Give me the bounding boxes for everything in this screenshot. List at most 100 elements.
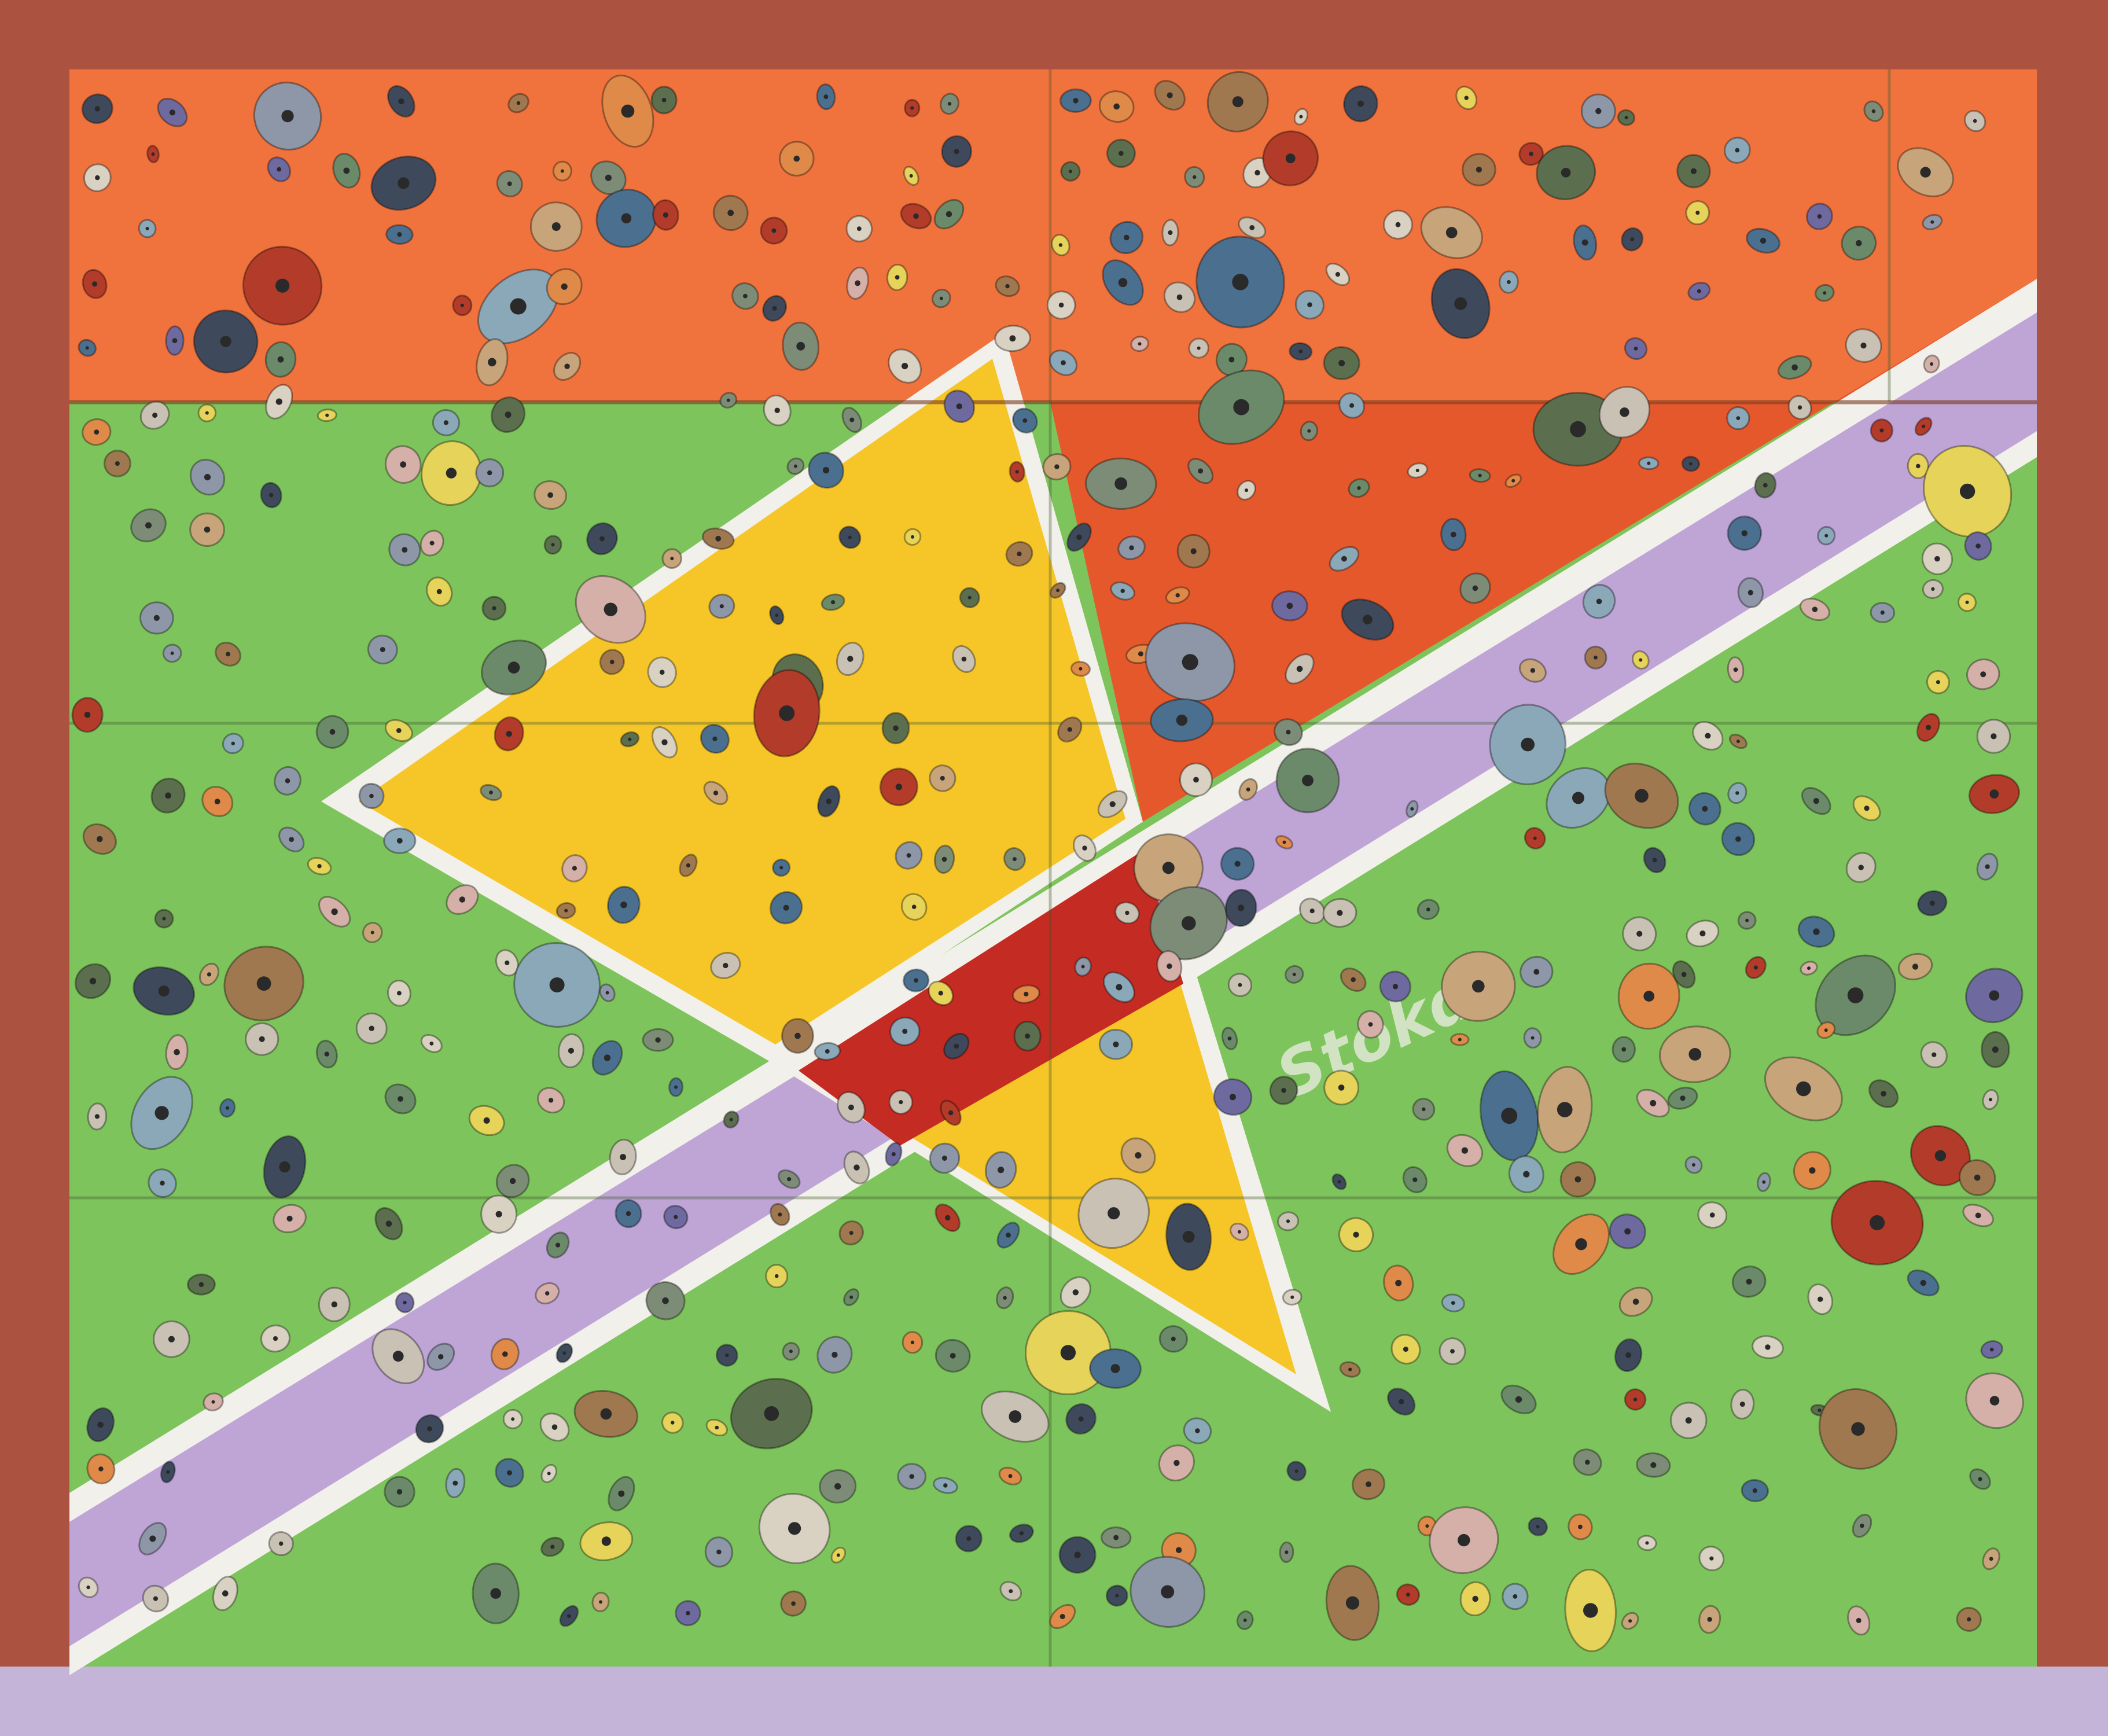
hold-bolt — [507, 1470, 512, 1476]
hold-bolt — [547, 492, 553, 498]
hold-bolt — [1195, 1428, 1200, 1433]
hold-bolt — [160, 1180, 165, 1186]
hold-bolt — [1561, 168, 1571, 178]
hold-bolt — [1078, 1416, 1084, 1422]
hold-bolt — [1536, 1525, 1540, 1529]
hold-bolt — [938, 991, 943, 996]
hold-bolt — [380, 647, 385, 652]
hold-bolt — [849, 1231, 853, 1235]
hold-bolt — [834, 1483, 841, 1490]
hold-bolt — [1464, 95, 1469, 100]
hold-bolt — [279, 1161, 290, 1173]
hold-bolt — [98, 1466, 104, 1472]
hold-bolt — [1978, 1477, 1982, 1481]
hold-bolt — [1296, 665, 1303, 672]
hold-bolt — [1860, 1524, 1864, 1528]
hold-bolt — [1575, 1238, 1587, 1250]
hold-bolt — [793, 464, 797, 468]
hold-bolt — [370, 930, 374, 935]
hold-bolt — [1167, 92, 1173, 98]
hold-bolt — [1234, 860, 1241, 867]
hold-bolt — [628, 737, 632, 741]
hold-bolt — [671, 1421, 675, 1425]
hold-bolt — [655, 1037, 661, 1043]
hold-bolt — [1695, 211, 1700, 215]
hold-bolt — [1650, 1462, 1657, 1468]
hold-bolt — [1881, 1091, 1887, 1097]
hold-bolt — [324, 1051, 329, 1057]
hold-bolt — [1620, 407, 1629, 417]
hold-bolt — [779, 866, 783, 870]
hold-bolt — [1349, 403, 1355, 408]
hold-bolt — [1824, 534, 1829, 538]
hold-bolt — [1113, 1535, 1119, 1540]
hold-bolt — [115, 461, 120, 466]
hold-bolt — [94, 106, 100, 112]
hold-bolt — [1688, 462, 1693, 466]
hold-bolt — [1931, 587, 1935, 591]
hold-bolt — [1583, 1603, 1598, 1618]
hold-bolt — [836, 1553, 840, 1557]
hold-bolt — [719, 604, 724, 609]
hold-bolt — [1636, 930, 1643, 937]
hold-bolt — [207, 972, 212, 977]
hold-bolt — [1281, 1088, 1286, 1093]
hold-bolt — [659, 670, 665, 675]
hold-bolt — [1507, 280, 1511, 284]
hold-bolt — [1812, 606, 1818, 612]
hold-bolt — [848, 535, 852, 539]
hold-bolt — [1691, 1163, 1695, 1167]
hold-bolt — [1076, 534, 1082, 540]
hold-bolt — [562, 1351, 566, 1355]
hold-bolt — [1193, 175, 1197, 179]
hold-bolt — [398, 98, 404, 105]
hold-bolt — [1238, 983, 1242, 987]
hold-bolt — [1012, 857, 1017, 862]
hold-bolt — [1124, 234, 1130, 241]
hold-bolt — [1643, 991, 1655, 1002]
hold-bolt — [1860, 343, 1867, 349]
hold-bolt — [1633, 1397, 1638, 1402]
hold-bolt — [1458, 1038, 1462, 1042]
hold-bolt — [1936, 680, 1940, 685]
hold-bolt — [1594, 655, 1598, 660]
hold-bolt — [1533, 969, 1540, 975]
hold-bolt — [555, 1242, 561, 1248]
hold-bolt — [1008, 1474, 1013, 1478]
hold-bolt — [1060, 1345, 1076, 1360]
hold-bolt — [1190, 548, 1197, 554]
hold-bolt — [566, 1614, 571, 1619]
hold-bolt — [1823, 291, 1827, 295]
hold-bolt — [1681, 972, 1687, 977]
hold-bolt — [385, 1220, 392, 1227]
hold-bolt — [891, 1152, 896, 1157]
hold-bolt — [560, 169, 564, 173]
hold-bolt — [1688, 1048, 1702, 1061]
hold-bolt — [459, 896, 465, 903]
hold-bolt — [1533, 836, 1537, 840]
hold-bolt — [902, 363, 908, 370]
hold-bolt — [954, 1043, 959, 1049]
hold-bolt — [1752, 1488, 1757, 1494]
hold-bolt — [1531, 1036, 1535, 1040]
hold-bolt — [1932, 1052, 1937, 1057]
hold-bolt — [787, 1177, 792, 1182]
hold-bolt — [1596, 598, 1602, 605]
hold-bolt — [661, 739, 668, 745]
hold-bolt — [1243, 1619, 1247, 1622]
hold-bolt — [967, 595, 972, 599]
hold-bolt — [822, 467, 830, 474]
hold-bolt — [726, 398, 730, 402]
hold-bolt — [1135, 1152, 1142, 1159]
hold-bolt — [1019, 1531, 1024, 1536]
hold-bolt — [1244, 488, 1249, 492]
hold-bolt — [1229, 1094, 1236, 1101]
hold-bolt — [1337, 1180, 1341, 1184]
hold-bolt — [1282, 840, 1286, 844]
hold-bolt — [1930, 220, 1934, 224]
hold-bolt — [1410, 807, 1414, 811]
hold-bolt — [1530, 668, 1536, 673]
hold-bolt — [1237, 904, 1245, 911]
hold-bolt — [913, 213, 919, 219]
hold-bolt — [1061, 360, 1066, 366]
